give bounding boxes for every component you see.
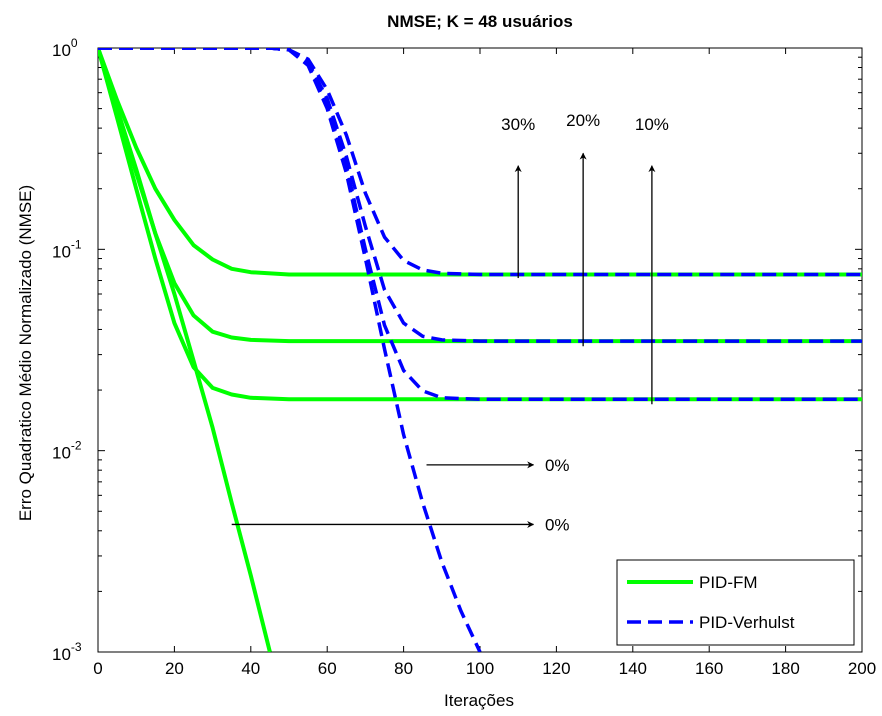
x-tick-label: 20 — [165, 659, 184, 678]
annotation-label: 0% — [545, 456, 570, 475]
verhulst-series-line-7 — [98, 48, 482, 652]
x-tick-label: 160 — [695, 659, 723, 678]
x-tick-label: 180 — [771, 659, 799, 678]
x-axis-label: Iterações — [444, 691, 514, 710]
x-tick-label: 80 — [394, 659, 413, 678]
y-tick-label: 10-2 — [52, 439, 82, 463]
series-group — [98, 48, 862, 652]
legend-label: PID-FM — [699, 573, 758, 592]
annotation-label: 20% — [566, 111, 600, 130]
y-tick-exponent: -3 — [71, 640, 82, 654]
y-tick-base: 10 — [52, 41, 71, 60]
y-tick-base: 10 — [52, 242, 71, 261]
x-tick-label: 40 — [241, 659, 260, 678]
x-tick-label: 60 — [318, 659, 337, 678]
x-tick-label: 120 — [542, 659, 570, 678]
chart-title: NMSE; K = 48 usuários — [387, 12, 573, 31]
fm-series-line-3 — [98, 48, 272, 652]
annotation-label: 30% — [501, 115, 535, 134]
x-tick-label: 200 — [848, 659, 876, 678]
plot-area: 0 20 40 60 80 100 120 140 160 180 20010010-110-210… — [52, 36, 876, 678]
annotation-label: 10% — [635, 115, 669, 134]
y-tick-label: 10-3 — [52, 640, 82, 664]
x-tick-label: 140 — [619, 659, 647, 678]
x-tick-label: 0 — [93, 659, 102, 678]
y-tick-exponent: 0 — [71, 36, 78, 50]
y-tick-exponent: -1 — [71, 237, 82, 251]
y-tick-exponent: -2 — [71, 439, 82, 453]
y-tick-label: 10-1 — [52, 237, 82, 261]
legend-label: PID-Verhulst — [699, 613, 795, 632]
y-tick-base: 10 — [52, 645, 71, 664]
legend: PID-FM PID-Verhulst — [616, 559, 855, 646]
y-axis-label: Erro Quadratico Médio Normalizado (NMSE) — [16, 185, 35, 521]
y-tick-label: 100 — [52, 36, 78, 60]
annotation-label: 0% — [545, 515, 570, 534]
y-tick-base: 10 — [52, 444, 71, 463]
x-tick-label: 100 — [466, 659, 494, 678]
legend-box — [616, 559, 855, 646]
